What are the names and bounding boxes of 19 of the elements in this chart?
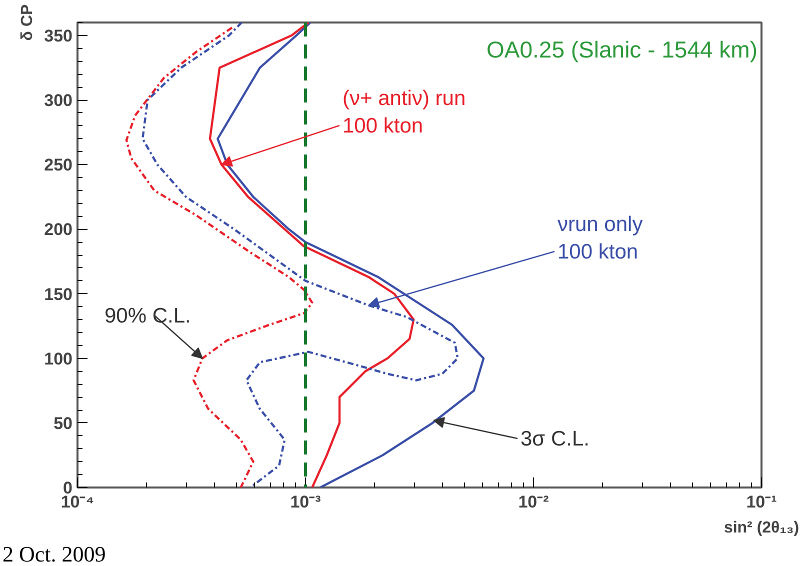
y-tick-label: 200 [44,220,73,240]
x-tick-label: 10⁻¹ [746,492,778,512]
y-axis-title: δ CP [19,4,36,41]
y-tick-label: 300 [44,91,73,110]
x-tick-label: 10⁻⁴ [60,492,94,512]
y-tick-label: 250 [44,156,73,175]
x-axis-title: sin² (2θ₁₃) [724,520,800,536]
x-tick-label: 10⁻³ [290,492,322,512]
text: OA0.25 (Slanic - 1544 km) [486,36,758,62]
y-tick-label: 150 [44,284,73,304]
x-tick-label: 10⁻² [518,492,550,512]
annotation: 90% C.L. [104,304,191,328]
annotation: νrun only 100 kton [558,212,644,264]
y-tick-label: 350 [44,26,73,46]
text: 2 Oct. 2009 [2,542,106,566]
y-tick-label: 100 [44,349,73,368]
annotation: 3σ C.L. [520,428,590,450]
y-tick-label: 50 [54,414,73,433]
annotation: (ν+ antiν) run 100 kton [342,86,466,138]
